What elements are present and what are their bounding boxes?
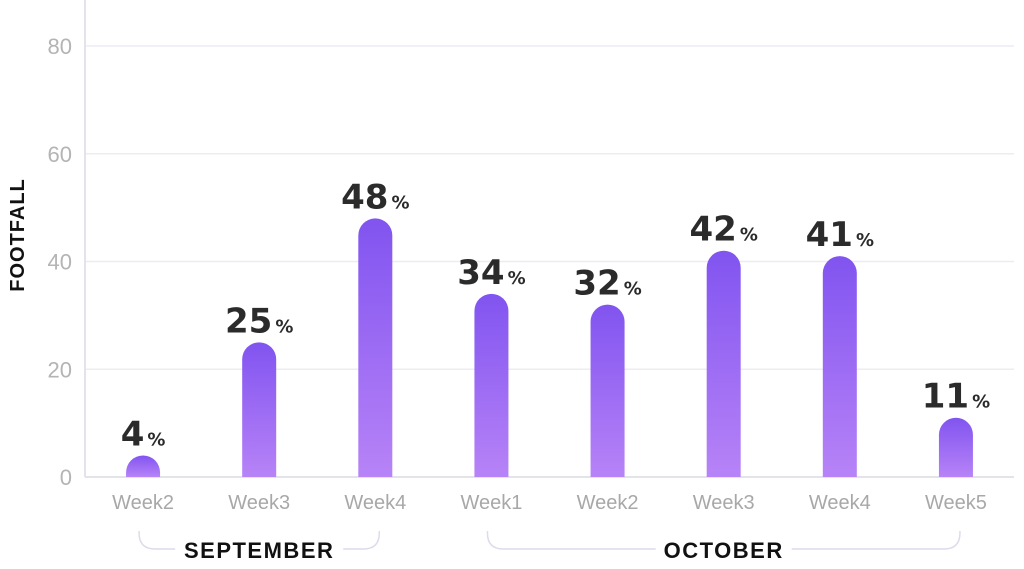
- month-label: SEPTEMBER: [184, 538, 334, 563]
- bar: [938, 417, 973, 477]
- bar: [358, 218, 393, 477]
- value-labels: 4 % 25 % 48 % 34% 32 % 42% 41 % 11%: [121, 177, 990, 454]
- y-tick-labels: 0 20 40 60 80: [48, 34, 72, 490]
- bar-value-label: 11%: [922, 377, 990, 417]
- month-groups: SEPTEMBER OCTOBER: [138, 531, 961, 563]
- x-tick-label: Week1: [460, 492, 522, 514]
- bar-value-label: 41%: [806, 215, 874, 255]
- x-tick-label: Week2: [112, 492, 174, 514]
- gridlines: [85, 45, 1014, 370]
- x-tick-label: Week3: [693, 492, 755, 514]
- x-tick-labels: Week2 Week3 Week4 Week1 Week2 Week3 Week4 Week5: [112, 492, 987, 514]
- y-axis-label: FOOTFALL: [7, 178, 29, 292]
- y-tick-label: 0: [60, 465, 72, 490]
- x-tick-label: Week4: [809, 492, 871, 514]
- bar: [822, 256, 857, 477]
- bar: [474, 293, 509, 477]
- month-label: OCTOBER: [664, 538, 784, 563]
- bars: [126, 218, 973, 477]
- month-label-backdrop: [655, 543, 792, 557]
- y-tick-label: 80: [48, 34, 72, 59]
- bar: [242, 342, 277, 477]
- y-tick-label: 40: [48, 250, 72, 275]
- bar: [590, 304, 625, 477]
- bar-value-label: 25%: [225, 301, 293, 341]
- bar-value-label: 42%: [690, 210, 758, 250]
- bar-value-label: 48%: [341, 177, 409, 217]
- x-tick-label: Week2: [577, 492, 639, 514]
- month-label-backdrop: [175, 543, 344, 557]
- bar: [706, 250, 741, 477]
- bar-value-label: 4%: [121, 414, 166, 454]
- x-tick-label: Week3: [228, 492, 290, 514]
- x-tick-label: Week4: [344, 492, 406, 514]
- bar-value-label: 34%: [457, 253, 525, 293]
- x-tick-label: Week5: [925, 492, 987, 514]
- bar: [126, 455, 161, 477]
- y-tick-label: 20: [48, 357, 72, 382]
- bar-value-label: 32%: [573, 264, 641, 304]
- y-tick-label: 60: [48, 142, 72, 167]
